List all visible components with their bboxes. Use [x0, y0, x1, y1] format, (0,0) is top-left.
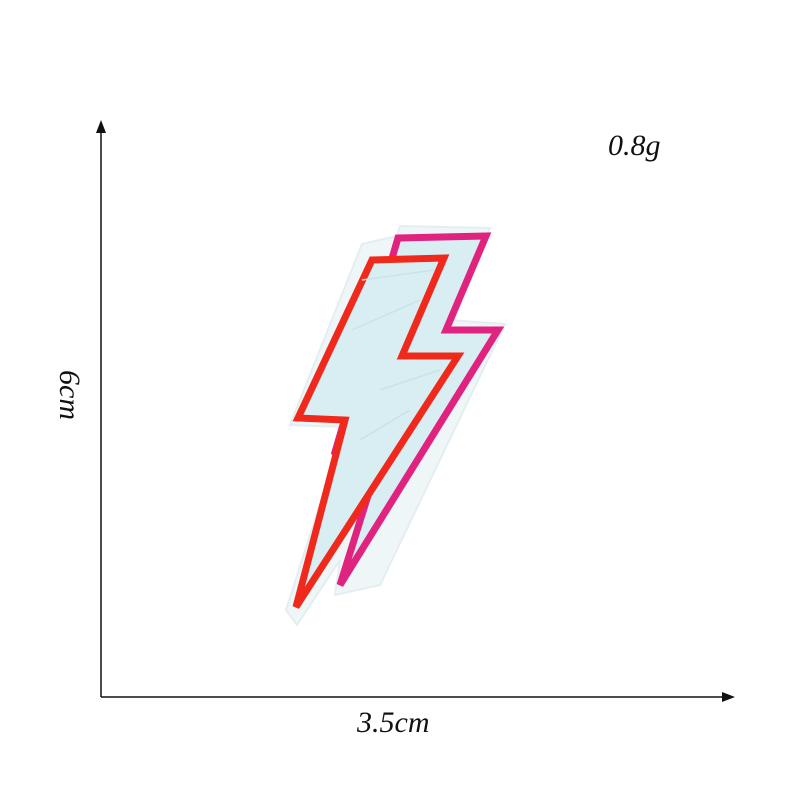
arrow-up-icon — [96, 120, 106, 133]
red-bolt-outline — [292, 254, 465, 609]
weight-label: 0.8g — [608, 129, 661, 162]
arrow-right-icon — [722, 692, 735, 702]
height-dimension-label: 6cm — [52, 370, 86, 420]
width-dimension-label: 3.5cm — [357, 706, 430, 739]
stitch-texture — [351, 269, 441, 441]
